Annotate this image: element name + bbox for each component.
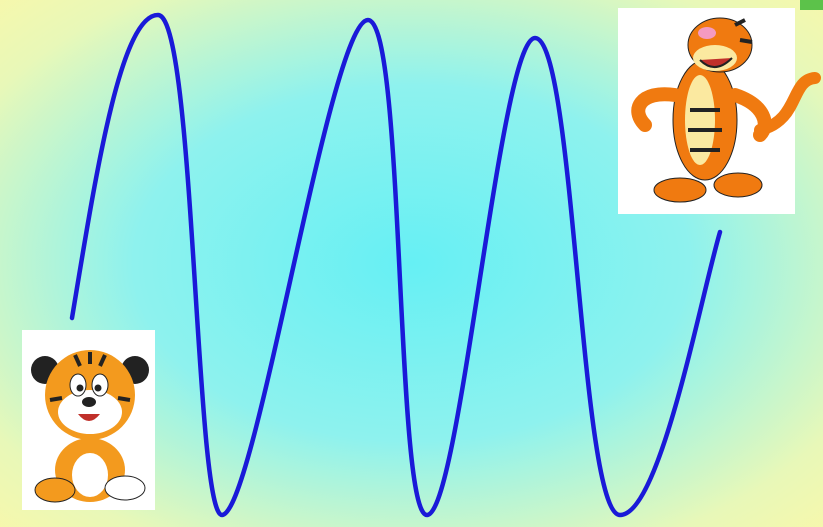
nose bbox=[698, 27, 716, 39]
stripes bbox=[688, 18, 753, 152]
corner-strip bbox=[800, 0, 823, 10]
mouth bbox=[699, 57, 733, 68]
arm bbox=[728, 88, 772, 142]
eye bbox=[91, 373, 109, 397]
foot bbox=[713, 172, 763, 198]
muzzle bbox=[58, 390, 122, 434]
eye bbox=[69, 373, 87, 397]
leg bbox=[104, 475, 146, 501]
belly bbox=[685, 75, 715, 165]
pupil bbox=[94, 384, 102, 392]
leg bbox=[34, 477, 76, 503]
tigger-picture bbox=[618, 8, 821, 214]
stripes bbox=[49, 352, 131, 402]
tiger-cub-picture bbox=[22, 330, 155, 510]
belly bbox=[72, 453, 108, 497]
nose bbox=[82, 397, 96, 407]
wave-path bbox=[69, 12, 723, 518]
arm bbox=[631, 87, 682, 132]
foot bbox=[653, 177, 707, 203]
mouth bbox=[78, 414, 100, 421]
pupil bbox=[76, 384, 84, 392]
